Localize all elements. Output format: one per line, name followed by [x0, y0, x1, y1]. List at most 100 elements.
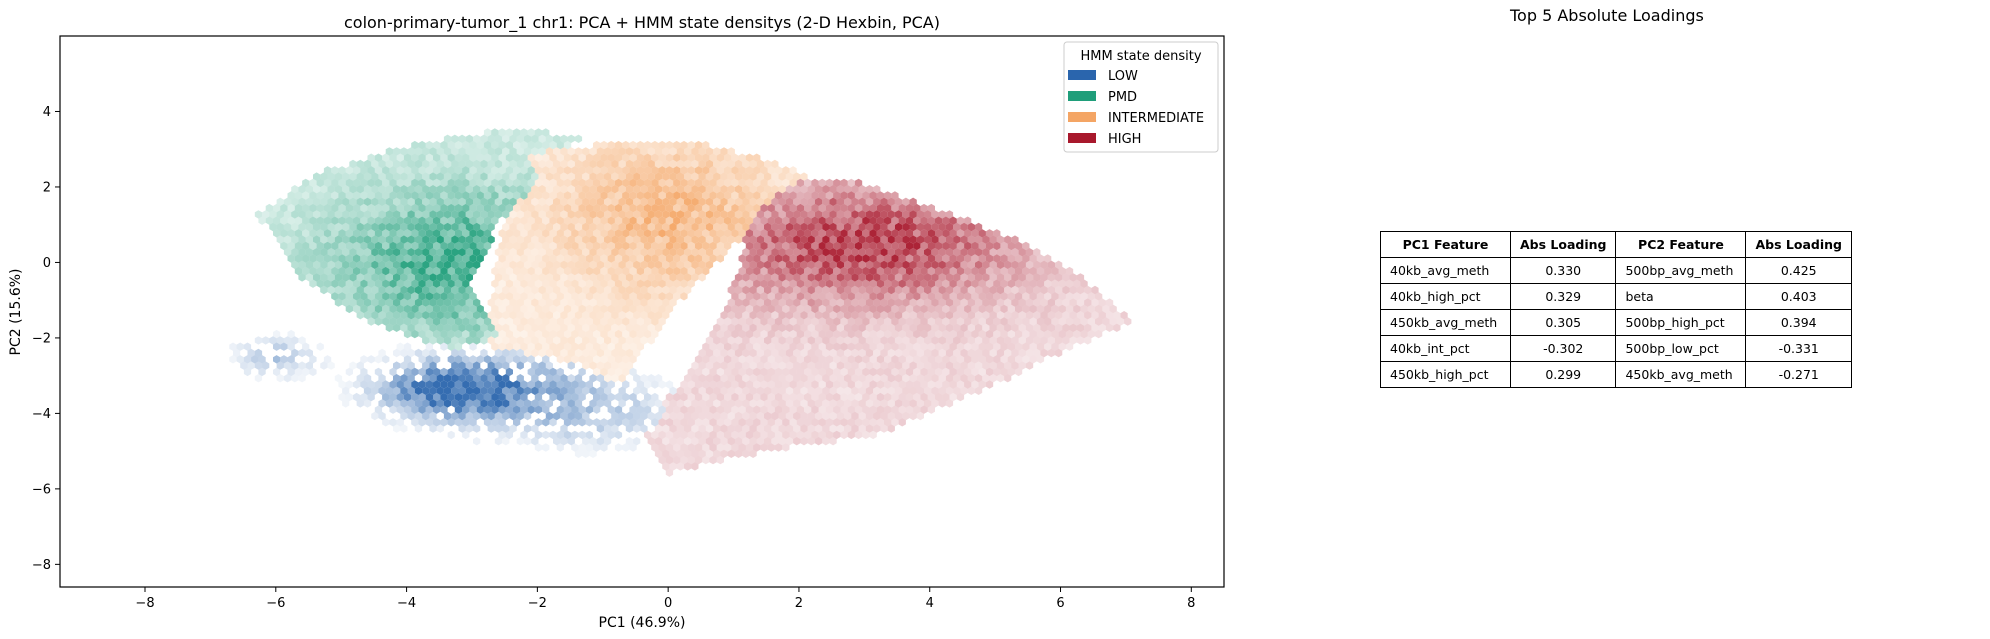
hexbin-cell-high [829, 361, 837, 370]
hexbin-cell-intermediate [640, 235, 648, 244]
hexbin-cell-low [498, 355, 506, 364]
hexbin-cell-pmd [331, 241, 339, 251]
hexbin-cell-intermediate [731, 216, 739, 225]
hexbin-cell-intermediate [614, 304, 623, 314]
hexbin-cell-intermediate [676, 159, 684, 169]
hexbin-cell-intermediate [531, 336, 539, 345]
hexbin-cell-pmd [469, 329, 477, 339]
hexbin-cell-high [774, 203, 783, 213]
hexbin-cell-low [494, 361, 503, 370]
hexbin-cell-high [814, 323, 823, 332]
hexbin-cell-intermediate [582, 273, 590, 282]
hexbin-cell-pmd [374, 266, 383, 276]
hexbin-cell-high [876, 329, 884, 339]
hexbin-cell-high [920, 342, 928, 351]
hexbin-cell-intermediate [531, 298, 539, 307]
hexbin-cell-high [749, 374, 757, 383]
hexbin-cell-low [411, 405, 419, 414]
hexbin-cell-low [574, 411, 583, 421]
hexbin-cell-intermediate [527, 317, 535, 326]
hexbin-cell-high [720, 311, 728, 320]
hexbin-cell-low [425, 355, 433, 364]
hexbin-cell-intermediate [636, 317, 644, 326]
hexbin-cell-high [909, 248, 917, 257]
hexbin-cell-pmd [342, 222, 350, 232]
hexbin-cell-high [833, 216, 841, 225]
hexbin-cell-pmd [313, 172, 321, 181]
hexbin-cell-low [574, 399, 583, 408]
hexbin-cell-high [1062, 336, 1070, 345]
hexbin-cell-pmd [407, 273, 415, 282]
hexbin-cell-intermediate [633, 311, 641, 320]
hexbin-cell-low [644, 392, 652, 402]
hexbin-cell-low [400, 348, 408, 358]
hexbin-cell-high [789, 367, 797, 377]
hexbin-cell-low [283, 361, 292, 370]
hexbin-cell-high [905, 254, 914, 263]
hexbin-cell-high [800, 424, 808, 433]
hexbin-cell-high [953, 323, 961, 332]
hexbin-cell-high [909, 235, 917, 244]
x-tick-label: −4 [397, 596, 416, 611]
hexbin-cell-pmd [323, 241, 332, 251]
hexbin-cell-high [829, 386, 837, 395]
hexbin-cell-intermediate [614, 329, 623, 339]
hexbin-cell-high [869, 279, 877, 288]
hexbin-cell-high [742, 437, 750, 446]
hexbin-cell-pmd [534, 128, 543, 137]
table-cell: 0.329 [1509, 283, 1617, 310]
hexbin-cell-high [800, 197, 808, 206]
hexbin-cell-high [905, 405, 914, 414]
hexbin-cell-pmd [374, 317, 383, 326]
hexbin-cell-high [833, 380, 841, 389]
hexbin-cell-low [462, 380, 470, 389]
hexbin-cell-intermediate [720, 222, 728, 232]
hexbin-cell-low [418, 405, 426, 414]
hexbin-cell-low [349, 361, 357, 370]
hexbin-cell-intermediate [618, 248, 626, 257]
hexbin-cell-high [887, 222, 895, 232]
hexbin-cell-high [1033, 260, 1041, 269]
hexbin-cell-low [567, 437, 575, 446]
hexbin-cell-intermediate [767, 166, 775, 175]
hexbin-cell-intermediate [771, 159, 779, 169]
hexbin-cell-high [1022, 292, 1030, 301]
hexbin-cell-intermediate [589, 348, 597, 358]
hexbin-cell-pmd [454, 254, 463, 263]
hexbin-cell-high [782, 367, 790, 377]
hexbin-cell-high [669, 399, 677, 408]
hexbin-cell-high [800, 285, 808, 295]
hexbin-cell-intermediate [589, 147, 597, 156]
hexbin-cell-low [480, 399, 488, 408]
hexbin-cell-pmd [400, 298, 408, 307]
hexbin-cell-pmd [331, 229, 339, 238]
hexbin-cell-high [749, 248, 757, 257]
hexbin-cell-intermediate [527, 279, 535, 288]
hexbin-cell-high [814, 374, 823, 383]
hexbin-cell-pmd [320, 197, 328, 206]
hexbin-cell-pmd [396, 304, 404, 314]
hexbin-cell-pmd [403, 241, 412, 251]
hexbin-cell-high [982, 260, 990, 269]
hexbin-cell-pmd [425, 178, 433, 188]
hexbin-cell-high [1022, 304, 1030, 314]
hexbin-cell-low [462, 392, 470, 402]
hexbin-cell-low [473, 374, 481, 383]
hexbin-cell-pmd [378, 311, 386, 320]
hexbin-cell-intermediate [633, 210, 641, 219]
hexbin-cell-pmd [560, 134, 568, 143]
hexbin-cell-high [814, 285, 823, 295]
hexbin-cell-pmd [360, 241, 368, 251]
hexbin-cell-high [804, 241, 812, 251]
hexbin-cell-high [734, 399, 743, 408]
hexbin-cell-pmd [291, 197, 299, 206]
hexbin-cell-pmd [385, 298, 393, 307]
hexbin-cell-low [451, 411, 459, 421]
table-cell: 500bp_avg_meth [1615, 257, 1747, 284]
hexbin-cell-intermediate [680, 140, 688, 150]
hexbin-cell-intermediate [640, 185, 648, 194]
hexbin-cell-high [818, 317, 826, 326]
hexbin-cell-intermediate [498, 342, 506, 351]
hexbin-cell-low [629, 392, 637, 402]
hexbin-cell-low [589, 386, 597, 395]
